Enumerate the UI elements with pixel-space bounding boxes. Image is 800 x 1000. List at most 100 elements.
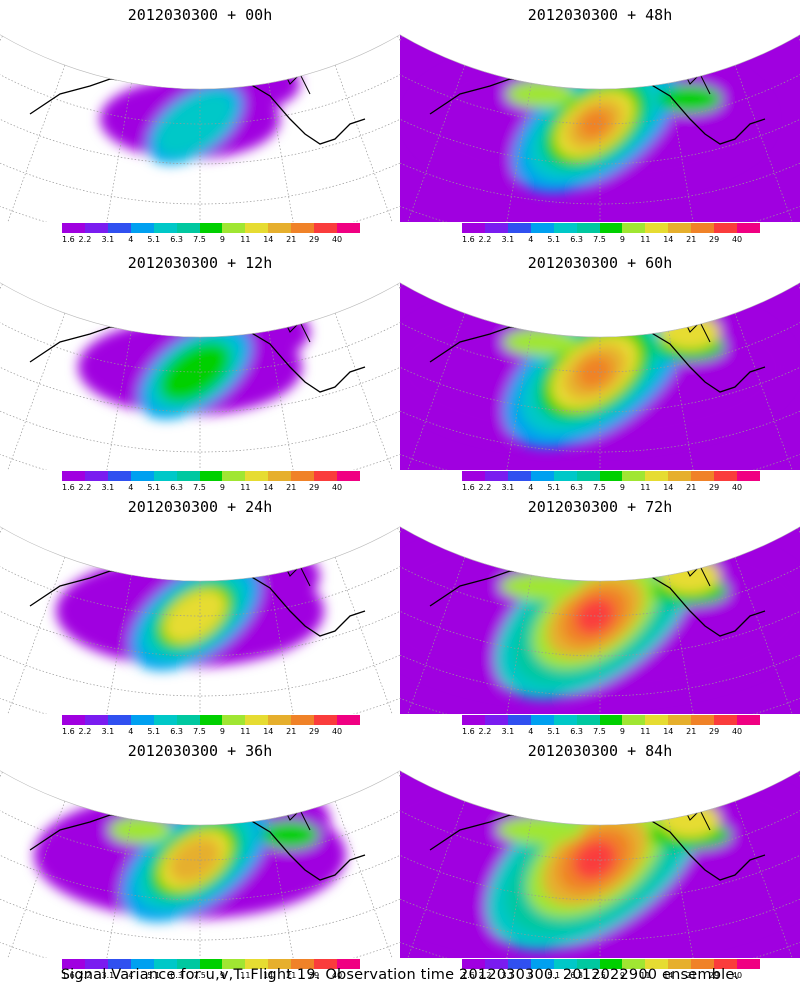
colorbar-label: 29 [709,235,720,244]
colorbar-label: 21 [686,483,697,492]
colorbar-label: 5.1 [147,971,161,980]
colorbar-label: 29 [709,483,720,492]
colorbar-swatch [737,715,760,725]
variance-map [0,24,400,222]
colorbar-label: 11 [640,727,651,736]
colorbar-label: 14 [263,971,274,980]
colorbar-label: 1.6 [462,483,475,492]
colorbar-label: 2.2 [78,727,92,736]
colorbar-swatch [222,959,246,969]
colorbar-label: 2.2 [478,727,492,736]
colorbar-swatch [507,223,531,233]
colorbar-swatch [668,223,692,233]
colorbar-label: 5.1 [147,483,161,492]
colorbar-swatch [691,223,715,233]
colorbar [62,715,360,725]
panel-title: 2012030300 + 72h [527,498,673,516]
colorbar-label: 4 [128,727,134,736]
colorbar-labels: 1.6 2.2 3.1 4 5.1 6.3 7.5 9 11 14 21 29 40 [62,971,360,981]
colorbar-label: 2.2 [478,971,492,980]
colorbar-swatch [337,959,360,969]
panel-title: 2012030300 + 48h [527,6,673,24]
colorbar-swatch [245,223,269,233]
colorbar-swatch [737,223,760,233]
colorbar-swatch [314,471,338,481]
colorbar [62,959,360,969]
colorbar-swatch [62,959,85,969]
colorbar-swatch [645,959,669,969]
colorbar-swatch [130,959,154,969]
colorbar-label: 9 [219,483,225,492]
colorbar-label: 40 [731,483,743,492]
colorbar [462,959,760,969]
colorbar-label: 9 [619,483,625,492]
colorbar-label: 4 [528,483,534,492]
panel-title: 2012030300 + 24h [127,498,273,516]
colorbar-label: 7.5 [593,727,606,736]
colorbar-swatch [337,715,360,725]
colorbar-label: 11 [240,483,251,492]
colorbar-swatch [268,223,292,233]
colorbar-swatch [645,471,669,481]
colorbar-swatch [576,223,600,233]
colorbar-swatch [222,715,246,725]
colorbar-swatch [314,223,338,233]
colorbar-swatch [599,959,623,969]
colorbar-swatch [62,715,85,725]
colorbar-label: 6.3 [570,727,583,736]
colorbar-label: 1.6 [62,235,75,244]
colorbar-label: 29 [709,971,720,980]
colorbar-swatch [245,471,269,481]
colorbar-swatch [484,959,508,969]
colorbar-swatch [668,715,692,725]
colorbar-swatch [691,715,715,725]
colorbar-swatch [153,959,177,969]
colorbar-label: 21 [686,971,697,980]
colorbar-label: 29 [309,727,320,736]
variance-map [0,760,400,958]
colorbar-swatch [107,223,131,233]
colorbar-swatch [484,223,508,233]
colorbar-swatch [622,715,646,725]
colorbar-label: 21 [686,235,697,244]
colorbar-label: 7.5 [193,483,206,492]
colorbar-label: 1.6 [62,483,75,492]
colorbar-label: 6.3 [570,483,583,492]
colorbar-label: 7.5 [593,483,606,492]
colorbar-swatch [484,715,508,725]
colorbar-labels: 1.6 2.2 3.1 4 5.1 6.3 7.5 9 11 14 21 29 40 [462,235,760,245]
colorbar-label: 1.6 [462,727,475,736]
forecast-panel: 2012030300 + 72h 1.6 2.2 3.1 4 5.1 6.3 7.5 9 11 14… [400,492,800,736]
colorbar-label: 5.1 [547,235,561,244]
colorbar-swatch [714,715,738,725]
colorbar-label: 3.1 [501,727,515,736]
colorbar-label: 14 [663,235,674,244]
colorbar-label: 3.1 [101,971,115,980]
variance-map [0,272,400,470]
colorbar-labels: 1.6 2.2 3.1 4 5.1 6.3 7.5 9 11 14 21 29 40 [62,235,360,245]
colorbar-swatch [484,471,508,481]
colorbar-swatch [291,223,315,233]
colorbar-label: 4 [128,483,134,492]
colorbar-swatch [530,223,554,233]
colorbar-swatch [337,223,360,233]
colorbar-swatch [268,959,292,969]
colorbar-swatch [507,959,531,969]
colorbar-swatch [222,471,246,481]
colorbar-swatch [668,471,692,481]
colorbar-label: 3.1 [501,235,515,244]
colorbar-label: 14 [663,971,674,980]
colorbar-label: 9 [219,971,225,980]
colorbar-swatch [714,223,738,233]
colorbar-label: 11 [240,235,251,244]
colorbar-label: 3.1 [501,971,515,980]
forecast-panel: 2012030300 + 00h 1.6 2.2 3.1 4 5.1 6.3 7.5 9 11 14… [0,0,400,245]
colorbar [62,471,360,481]
colorbar-swatch [268,715,292,725]
colorbar-swatch [462,223,485,233]
colorbar-label: 11 [640,971,651,980]
colorbar-swatch [576,959,600,969]
colorbar-swatch [199,715,223,725]
panel-title: 2012030300 + 84h [527,742,673,760]
colorbar-label: 6.3 [170,235,183,244]
